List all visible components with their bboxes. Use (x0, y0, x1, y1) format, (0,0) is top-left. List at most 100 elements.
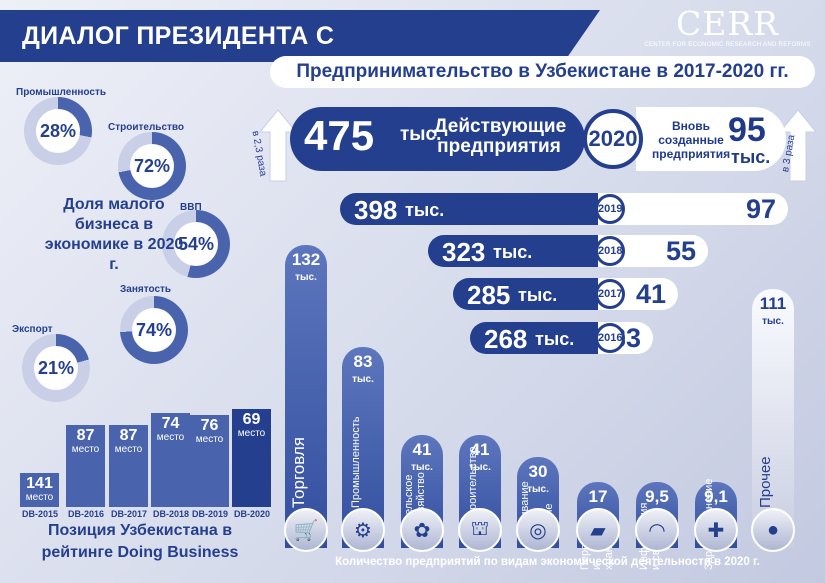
small-business-caption: Доля малого бизнеса в экономике в 2020 г… (44, 196, 184, 273)
year-row-active: 398 тыс. (340, 193, 598, 225)
db-rank-value: 141 (26, 475, 53, 492)
db-year-label: DB-2016 (67, 509, 105, 519)
share-value: 28% (36, 109, 80, 153)
new-unit: тыс. (731, 147, 771, 167)
db-rank-unit: место (195, 434, 224, 445)
share-label: Занятость (120, 284, 172, 295)
share-value: 21% (34, 346, 78, 390)
active-unit: тыс. (400, 124, 442, 145)
sector-value-unit: тыс. (295, 272, 317, 283)
db-rank-value: 74 (161, 415, 180, 432)
new-enterprises-2020: Вновь созданные предприятия 95 тыс. (636, 107, 786, 171)
share-ring: 28% Промышленность (16, 87, 106, 165)
subtitle: Предпринимательство в Узбекистане в 2017… (270, 56, 815, 88)
db-rank-value: 69 (242, 411, 261, 428)
sector-name: Торговля (289, 436, 308, 508)
year-row-active: 285 тыс. (453, 278, 598, 310)
active-label: Действующие предприятия (434, 116, 567, 157)
truck-icon: ▰ (576, 508, 620, 552)
db-rank-unit: место (156, 432, 185, 443)
year-2020-badge: 2020 (583, 109, 643, 169)
db-year-label: DB-2015 (21, 509, 59, 519)
sector-value-unit: тыс. (469, 462, 491, 473)
db-rank-value: 76 (200, 417, 219, 434)
share-value: 74% (132, 308, 176, 352)
cerr-logo: CERR Center for economic research and re… (640, 6, 815, 49)
sector-value-number: 41 (470, 440, 490, 459)
sector-value-number: 30 (528, 462, 548, 481)
circle-icon: ● (751, 508, 795, 552)
share-label: Строительство (108, 122, 185, 133)
db-rank-value: 87 (119, 427, 138, 444)
logo-main: CERR (675, 4, 780, 43)
db-year-label: DB-2019 (191, 509, 229, 519)
doing-business-caption: Позиция Узбекистана в рейтинге Doing Bus… (41, 522, 239, 561)
share-value: 54% (174, 222, 218, 266)
share-ring: 21% Экспорт (12, 324, 90, 402)
new-label: Вновь созданные предприятия (652, 119, 731, 161)
sector-value: 83 тыс. (340, 353, 386, 389)
db-rank-value: 87 (76, 427, 95, 444)
db-rank-unit: место (114, 444, 143, 455)
db-year-label: DB-2017 (110, 509, 148, 519)
wifi-icon: ◠ (635, 508, 679, 552)
share-label: Промышленность (16, 87, 106, 98)
plant-icon: ✿ (400, 508, 444, 552)
active-count: 268 (484, 324, 528, 354)
medical-cross-icon: ✚ (694, 508, 738, 552)
sector-value-number: 41 (412, 440, 432, 459)
share-value: 72% (130, 144, 174, 188)
year-row-active: 323 тыс. (428, 235, 598, 267)
db-year-label: DB-2018 (152, 509, 190, 519)
sector-value: 41 тыс. (399, 441, 445, 477)
active-unit: тыс. (493, 242, 533, 262)
sector-value: 132 тыс. (283, 251, 329, 287)
sector-value: 30 тыс. (515, 463, 561, 499)
active-value: 475 (304, 112, 375, 159)
year-badge: 2018 (595, 236, 625, 266)
sector-value-number: 83 (353, 352, 373, 371)
cart-icon: 🛒 (284, 508, 328, 552)
share-label: ВВП (180, 202, 202, 213)
sector-value: 41 тыс. (457, 441, 503, 477)
sector-bar (285, 245, 327, 548)
share-ring: 72% Строительство (108, 122, 186, 200)
gears-icon: ⚙ (341, 508, 385, 552)
sector-value-unit: тыс. (527, 484, 549, 495)
share-ring: 74% Занятость (120, 284, 188, 364)
year-badge: 2017 (595, 279, 625, 309)
year-row-new: 97 (598, 193, 788, 225)
sector-value-unit: тыс. (411, 462, 433, 473)
active-enterprises-2020: 475 тыс. Действующие предприятия (290, 107, 585, 171)
share-label: Экспорт (12, 324, 53, 335)
db-rank-bar: 87 место (109, 425, 148, 507)
sector-name: Промышленность (350, 416, 362, 508)
db-rank-bar: 74 место (151, 413, 190, 507)
year-badge: 2016 (595, 323, 625, 353)
sector-value-unit: тыс. (352, 374, 374, 385)
db-year-label: DB-2020 (233, 509, 271, 519)
active-unit: тыс. (405, 200, 445, 220)
sector-value-unit: тыс. (762, 316, 784, 327)
active-count: 323 (442, 237, 486, 267)
active-unit: тыс. (518, 285, 558, 305)
sector-value-number: 17 (588, 487, 608, 506)
sector-name: Прочее (757, 456, 774, 508)
page-title: ДИАЛОГ ПРЕЗИДЕНТА С ПРЕДПРИНИМАТЕЛЯМИ (0, 10, 600, 62)
sector-caption: Количество предприятий по видам экономич… (335, 556, 760, 568)
plate-icon: ◎ (516, 508, 560, 552)
year-row-active: 268 тыс. (470, 322, 598, 354)
crane-icon: ⛫ (458, 508, 502, 552)
sector-bar (752, 289, 794, 548)
logo-sub: Center for economic research and reforms (644, 42, 811, 48)
db-rank-unit: место (25, 492, 54, 503)
db-rank-unit: место (237, 428, 266, 439)
active-count: 285 (467, 280, 511, 310)
sector-value-number: 111 (759, 294, 787, 313)
db-rank-unit: место (71, 444, 100, 455)
db-rank-bar: 141 место (20, 473, 59, 507)
sector-value: 111 тыс. (750, 295, 796, 331)
sector-value-number: 9,5 (645, 487, 669, 506)
sector-value-number: 9,1 (704, 487, 728, 506)
active-unit: тыс. (535, 329, 575, 349)
